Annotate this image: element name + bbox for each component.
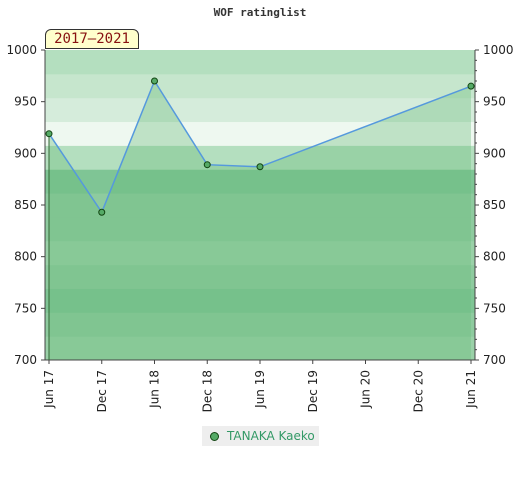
band <box>45 288 475 313</box>
legend-series-name: TANAKA Kaeko <box>227 429 315 443</box>
band <box>45 97 475 123</box>
legend: TANAKA Kaeko <box>202 426 319 446</box>
y-tick-label-right: 950 <box>483 95 506 109</box>
data-point <box>151 77 158 85</box>
y-tick-label: 750 <box>14 301 37 315</box>
data-point <box>45 130 53 138</box>
band <box>45 193 475 218</box>
band <box>45 336 475 361</box>
band <box>45 264 475 289</box>
band <box>45 216 475 242</box>
y-axis-left: 700 750 800 850 900 950 1000 <box>6 43 45 367</box>
band <box>45 240 475 266</box>
band <box>45 312 475 337</box>
chart-title: WOF ratinglist <box>213 6 307 19</box>
x-tick-label: Jun 17 <box>42 370 56 409</box>
y-tick-label-right: 800 <box>483 250 506 264</box>
data-point <box>98 208 106 216</box>
y-tick-label: 850 <box>14 198 37 212</box>
x-tick-label: Dec 18 <box>200 370 214 412</box>
data-points <box>45 77 475 216</box>
y-tick-label: 950 <box>14 95 37 109</box>
x-tick-label: Jun 20 <box>359 370 373 409</box>
y-tick-label-right: 850 <box>483 198 506 212</box>
x-tick-label: Jun 18 <box>148 370 162 409</box>
band <box>45 50 475 75</box>
y-tick-label-right: 900 <box>483 146 506 160</box>
y-axis-right: 700 750 800 850 900 950 1000 <box>475 43 514 367</box>
series-line <box>48 79 472 214</box>
data-point <box>467 82 475 90</box>
x-tick-label: Dec 17 <box>95 370 109 412</box>
x-axis: Jun 17 Dec 17 Jun 18 Dec 18 Jun 19 Dec 19 Jun … <box>42 360 478 412</box>
x-tick-label: Jun 21 <box>464 370 478 409</box>
band <box>45 121 475 146</box>
band <box>45 73 475 99</box>
rating-area <box>49 81 471 360</box>
x-tick-label: Dec 19 <box>306 370 320 412</box>
y-tick-label: 700 <box>14 353 37 367</box>
rating-line <box>48 79 472 214</box>
y-tick-label: 1000 <box>6 43 37 57</box>
y-tick-label-right: 1000 <box>483 43 514 57</box>
y-tick-label: 900 <box>14 146 37 160</box>
x-tick-label: Dec 20 <box>411 370 425 412</box>
y-tick-label-right: 700 <box>483 353 506 367</box>
x-tick-label: Jun 19 <box>253 370 267 409</box>
y-tick-label: 800 <box>14 250 37 264</box>
data-point <box>203 161 211 169</box>
y-tick-label-right: 750 <box>483 301 506 315</box>
data-point <box>256 163 264 171</box>
legend-marker-icon <box>210 432 219 441</box>
area-fill <box>49 81 471 360</box>
period-badge: 2017–2021 <box>45 29 139 49</box>
